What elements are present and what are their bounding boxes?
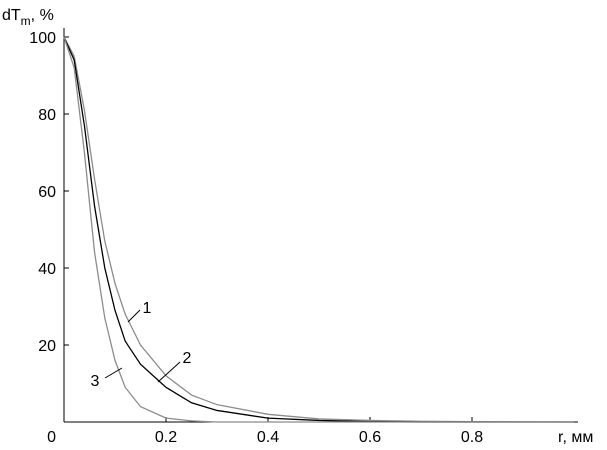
y-tick-label: 80 xyxy=(38,107,56,124)
x-tick-label: 0.6 xyxy=(359,429,381,445)
leader-line xyxy=(157,361,181,383)
y-axis-label: dTm, % xyxy=(2,7,54,28)
x-tick-label: 0.2 xyxy=(155,429,177,445)
series-label: 2 xyxy=(183,350,192,367)
leader-line xyxy=(104,367,123,379)
x-tick-label: 0 xyxy=(47,429,56,445)
x-tick-label: 0.8 xyxy=(461,429,483,445)
y-tick-label: 60 xyxy=(38,184,56,201)
x-axis-label: r, мм xyxy=(558,429,593,445)
series-label: 1 xyxy=(143,300,152,317)
leader-line xyxy=(127,309,141,323)
y-tick-label: 20 xyxy=(38,338,56,355)
y-label-sub: m xyxy=(21,14,31,28)
y-label-main: dT xyxy=(2,7,21,24)
y-tick-label: 40 xyxy=(38,261,56,278)
x-tick-label: 0.4 xyxy=(257,429,279,445)
series-line xyxy=(63,36,575,423)
y-label-unit: , % xyxy=(31,7,54,24)
y-tick-label: 100 xyxy=(29,30,56,47)
series-label: 3 xyxy=(91,373,100,390)
series-line xyxy=(63,36,574,423)
series-line xyxy=(63,36,574,423)
